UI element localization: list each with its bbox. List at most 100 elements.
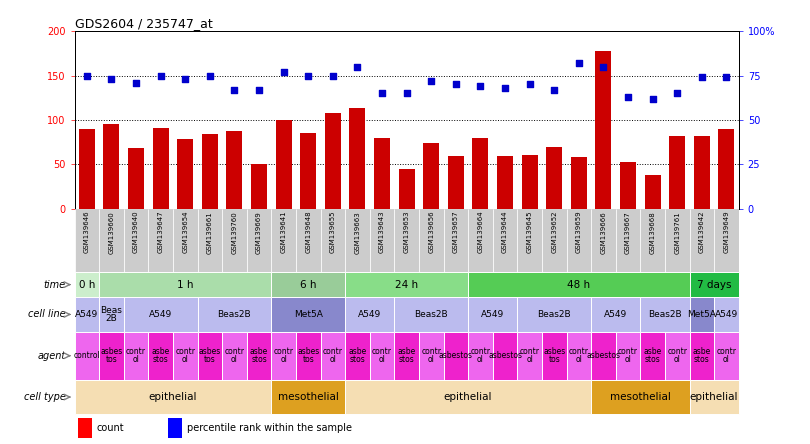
Bar <box>492 332 518 380</box>
Bar <box>345 380 591 414</box>
Bar <box>689 380 739 414</box>
Bar <box>222 209 247 272</box>
Point <box>130 79 143 86</box>
Bar <box>325 113 341 209</box>
Bar <box>99 297 124 332</box>
Text: mesothelial: mesothelial <box>278 392 339 402</box>
Bar <box>271 297 345 332</box>
Bar <box>296 332 321 380</box>
Text: GSM139644: GSM139644 <box>502 211 508 253</box>
Text: GSM139760: GSM139760 <box>232 211 237 254</box>
Text: asbes
tos: asbes tos <box>100 347 122 365</box>
Bar <box>369 209 394 272</box>
Point <box>277 68 290 75</box>
Text: agent: agent <box>37 351 66 361</box>
Bar <box>394 332 419 380</box>
Bar <box>566 332 591 380</box>
Text: control: control <box>74 351 100 360</box>
Bar <box>78 418 92 438</box>
Text: GSM139652: GSM139652 <box>552 211 557 253</box>
Text: GSM139643: GSM139643 <box>379 211 385 254</box>
Text: contr
ol: contr ol <box>716 347 736 365</box>
Bar <box>616 332 641 380</box>
Bar <box>247 209 271 272</box>
Bar <box>321 332 345 380</box>
Text: 6 h: 6 h <box>300 280 317 289</box>
Point <box>523 81 536 88</box>
Point <box>105 75 118 83</box>
Text: A549: A549 <box>481 310 505 319</box>
Bar <box>665 332 689 380</box>
Text: count: count <box>96 423 124 433</box>
Bar <box>369 332 394 380</box>
Bar <box>345 209 369 272</box>
Text: GSM139653: GSM139653 <box>403 211 410 254</box>
Bar <box>177 139 194 209</box>
Text: asbestos: asbestos <box>586 351 620 360</box>
Text: contr
ol: contr ol <box>323 347 343 365</box>
Bar <box>522 155 538 209</box>
Text: asbestos: asbestos <box>488 351 522 360</box>
Text: Beas2B: Beas2B <box>415 310 448 319</box>
Text: GSM139657: GSM139657 <box>453 211 458 254</box>
Text: asbes
tos: asbes tos <box>198 347 221 365</box>
Text: contr
ol: contr ol <box>618 347 638 365</box>
Bar <box>345 332 369 380</box>
Bar <box>374 138 390 209</box>
Bar <box>468 209 492 272</box>
Point <box>621 93 634 100</box>
Bar <box>271 272 345 297</box>
Bar <box>75 209 99 272</box>
Text: asbe
stos: asbe stos <box>398 347 416 365</box>
Point <box>474 83 487 90</box>
Text: 48 h: 48 h <box>567 280 590 289</box>
Bar <box>641 297 689 332</box>
Bar <box>251 164 267 209</box>
Bar <box>173 332 198 380</box>
Bar <box>99 272 271 297</box>
Bar <box>271 380 345 414</box>
Point <box>695 74 708 81</box>
Bar <box>394 209 419 272</box>
Bar <box>75 332 99 380</box>
Bar <box>99 209 124 272</box>
Bar <box>148 209 173 272</box>
Text: GSM139648: GSM139648 <box>305 211 311 254</box>
Text: Met5A: Met5A <box>294 310 322 319</box>
Bar <box>591 209 616 272</box>
Bar <box>591 297 641 332</box>
Text: asbestos: asbestos <box>439 351 473 360</box>
Bar <box>345 272 468 297</box>
Text: Beas2B: Beas2B <box>537 310 571 319</box>
Bar <box>301 133 316 209</box>
Text: GSM139666: GSM139666 <box>600 211 607 254</box>
Bar <box>566 209 591 272</box>
Bar <box>419 332 444 380</box>
Point <box>671 90 684 97</box>
Text: epithelial: epithelial <box>149 392 197 402</box>
Bar <box>571 157 586 209</box>
Point <box>228 86 241 93</box>
Bar <box>518 209 542 272</box>
Text: A549: A549 <box>358 310 382 319</box>
Text: cell type: cell type <box>24 392 66 402</box>
Bar <box>641 332 665 380</box>
Bar <box>714 332 739 380</box>
Bar <box>689 272 739 297</box>
Text: GSM139645: GSM139645 <box>526 211 533 253</box>
Text: Beas2B: Beas2B <box>648 310 682 319</box>
Bar <box>468 297 518 332</box>
Text: 0 h: 0 h <box>79 280 95 289</box>
Text: contr
ol: contr ol <box>520 347 539 365</box>
Bar <box>152 128 168 209</box>
Bar <box>542 332 566 380</box>
Bar <box>321 209 345 272</box>
Text: GDS2604 / 235747_at: GDS2604 / 235747_at <box>75 17 212 30</box>
Text: GSM139661: GSM139661 <box>207 211 213 254</box>
Bar <box>423 143 439 209</box>
Bar <box>75 272 99 297</box>
Point <box>351 63 364 70</box>
Bar <box>591 332 616 380</box>
Point <box>450 81 463 88</box>
Bar <box>714 297 739 332</box>
